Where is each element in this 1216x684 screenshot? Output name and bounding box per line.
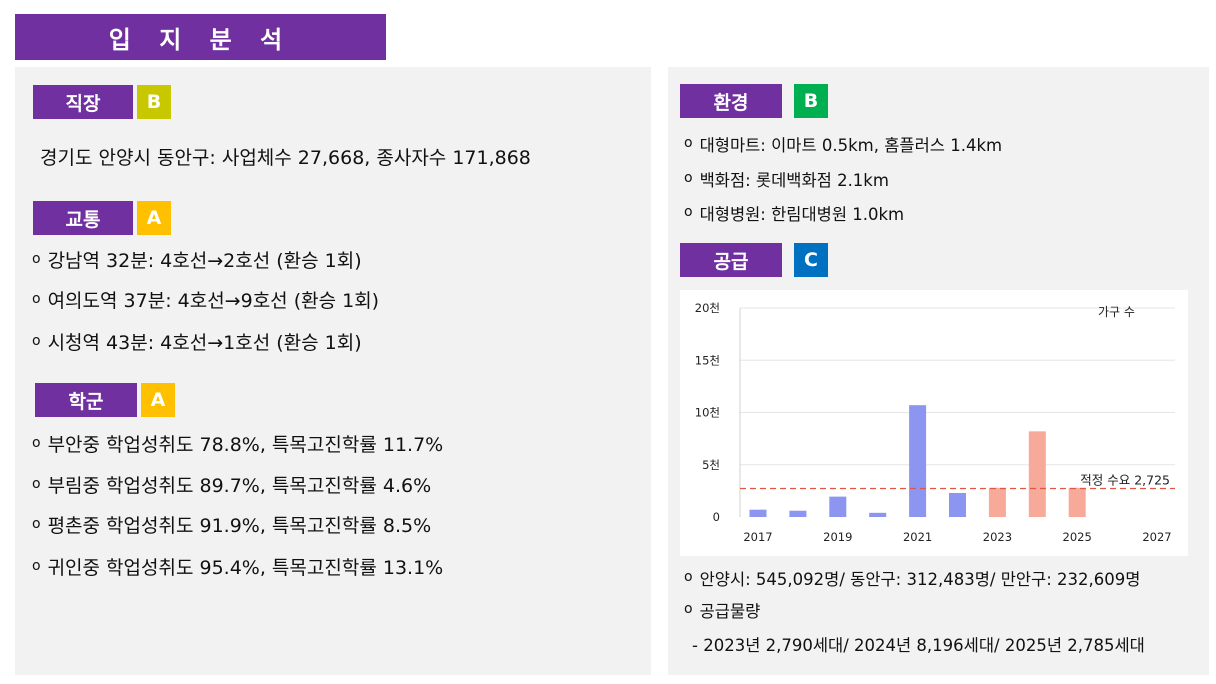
school-item-text: 귀인중 학업성취도 95.4%, 특목고진학률 13.1% (47, 557, 444, 579)
school-item: o 부림중 학업성취도 89.7%, 특목고진학률 4.6% (32, 471, 431, 498)
bullet-icon: o (32, 558, 41, 574)
work-section-header: 직장 B (33, 85, 171, 119)
env-item-text: 대형마트: 이마트 0.5km, 홈플러스 1.4km (699, 136, 1003, 155)
supply-bar-chart: 0 5천 10천 15천 20천 2017 2019 2021 2023 2025 2027 적정 수… (695, 301, 1175, 544)
env-item: o 대형병원: 한림대병원 1.0km (684, 201, 904, 225)
env-item-text: 백화점: 롯데백화점 2.1km (699, 171, 889, 190)
traffic-item-text: 시청역 43분: 4호선→1호선 (환승 1회) (47, 332, 362, 354)
bullet-icon: o (684, 170, 693, 186)
traffic-item-text: 강남역 32분: 4호선→2호선 (환승 1회) (47, 250, 362, 272)
traffic-section-header: 교통 A (33, 201, 171, 235)
bar (909, 405, 927, 517)
traffic-item: o 여의도역 37분: 4호선→9호선 (환승 1회) (32, 286, 379, 313)
bullet-icon: o (32, 516, 41, 532)
bullet-icon: o (32, 476, 41, 492)
bar (988, 487, 1006, 517)
school-item: o 부안중 학업성취도 78.8%, 특목고진학률 11.7% (32, 430, 443, 457)
bullet-icon: o (32, 333, 41, 349)
bullet-icon: o (32, 251, 41, 267)
y-tick-label: 5천 (702, 458, 720, 472)
bar (1068, 487, 1086, 517)
x-tick-label: 2021 (903, 530, 932, 544)
bar (869, 512, 887, 517)
y-tick-label: 10천 (695, 406, 720, 420)
y-tick-label: 0 (713, 510, 720, 524)
legend-label: 가구 수 (1098, 305, 1135, 319)
bar (949, 492, 966, 517)
x-tick-label: 2027 (1142, 530, 1171, 544)
env-label: 환경 (680, 84, 782, 118)
reference-line-label: 적정 수요 2,725 (1080, 473, 1170, 488)
traffic-grade-badge: A (137, 201, 171, 235)
bar (789, 510, 807, 517)
y-tick-label: 15천 (695, 353, 720, 367)
supply-item: o 안양시: 545,092명/ 동안구: 312,483명/ 만안구: 232,… (684, 566, 1140, 590)
left-panel (15, 67, 651, 675)
bullet-icon: o (684, 601, 693, 617)
y-tick-label: 20천 (695, 301, 720, 315)
supply-grade-badge: C (794, 243, 828, 277)
work-grade-badge: B (137, 85, 171, 119)
school-label: 학군 (35, 383, 137, 417)
bar (749, 509, 767, 517)
traffic-item-text: 여의도역 37분: 4호선→9호선 (환승 1회) (47, 290, 380, 312)
bar (1028, 431, 1046, 517)
school-item: o 평촌중 학업성취도 91.9%, 특목고진학률 8.5% (32, 511, 431, 538)
work-label: 직장 (33, 85, 133, 119)
school-item-text: 부안중 학업성취도 78.8%, 특목고진학률 11.7% (47, 434, 444, 456)
school-section-header: 학군 A (35, 383, 175, 417)
supply-item-text: 안양시: 545,092명/ 동안구: 312,483명/ 만안구: 232,6… (699, 570, 1141, 589)
supply-label: 공급 (680, 243, 782, 277)
x-tick-label: 2017 (743, 530, 772, 544)
supply-chart: 0 5천 10천 15천 20천 2017 2019 2021 2023 2025 2027 적정 수… (680, 290, 1188, 556)
supply-detail: - 2023년 2,790세대/ 2024년 8,196세대/ 2025년 2,… (692, 636, 1145, 655)
env-grade-badge: B (794, 84, 828, 118)
x-tick-label: 2023 (983, 530, 1012, 544)
work-text: 경기도 안양시 동안구: 사업체수 27,668, 종사자수 171,868 (40, 147, 531, 169)
x-tick-label: 2019 (823, 530, 852, 544)
traffic-item: o 강남역 32분: 4호선→2호선 (환승 1회) (32, 246, 362, 273)
traffic-label: 교통 (33, 201, 133, 235)
bullet-icon: o (32, 435, 41, 451)
supply-item: o 공급물량 (684, 598, 760, 622)
x-tick-label: 2025 (1063, 530, 1092, 544)
bullet-icon: o (684, 569, 693, 585)
bar (829, 496, 847, 517)
env-item: o 백화점: 롯데백화점 2.1km (684, 167, 889, 191)
supply-section-header: 공급 C (680, 243, 828, 277)
school-item-text: 평촌중 학업성취도 91.9%, 특목고진학률 8.5% (47, 515, 432, 537)
bullet-icon: o (684, 204, 693, 220)
env-item-text: 대형병원: 한림대병원 1.0km (699, 205, 905, 224)
school-item-text: 부림중 학업성취도 89.7%, 특목고진학률 4.6% (47, 475, 432, 497)
school-item: o 귀인중 학업성취도 95.4%, 특목고진학률 13.1% (32, 553, 443, 580)
page-title: 입 지 분 석 (15, 14, 386, 60)
supply-item-text: 공급물량 (699, 602, 761, 621)
bullet-icon: o (32, 291, 41, 307)
env-section-header: 환경 B (680, 84, 828, 118)
traffic-item: o 시청역 43분: 4호선→1호선 (환승 1회) (32, 328, 362, 355)
bullet-icon: o (684, 135, 693, 151)
school-grade-badge: A (141, 383, 175, 417)
env-item: o 대형마트: 이마트 0.5km, 홈플러스 1.4km (684, 132, 1002, 156)
